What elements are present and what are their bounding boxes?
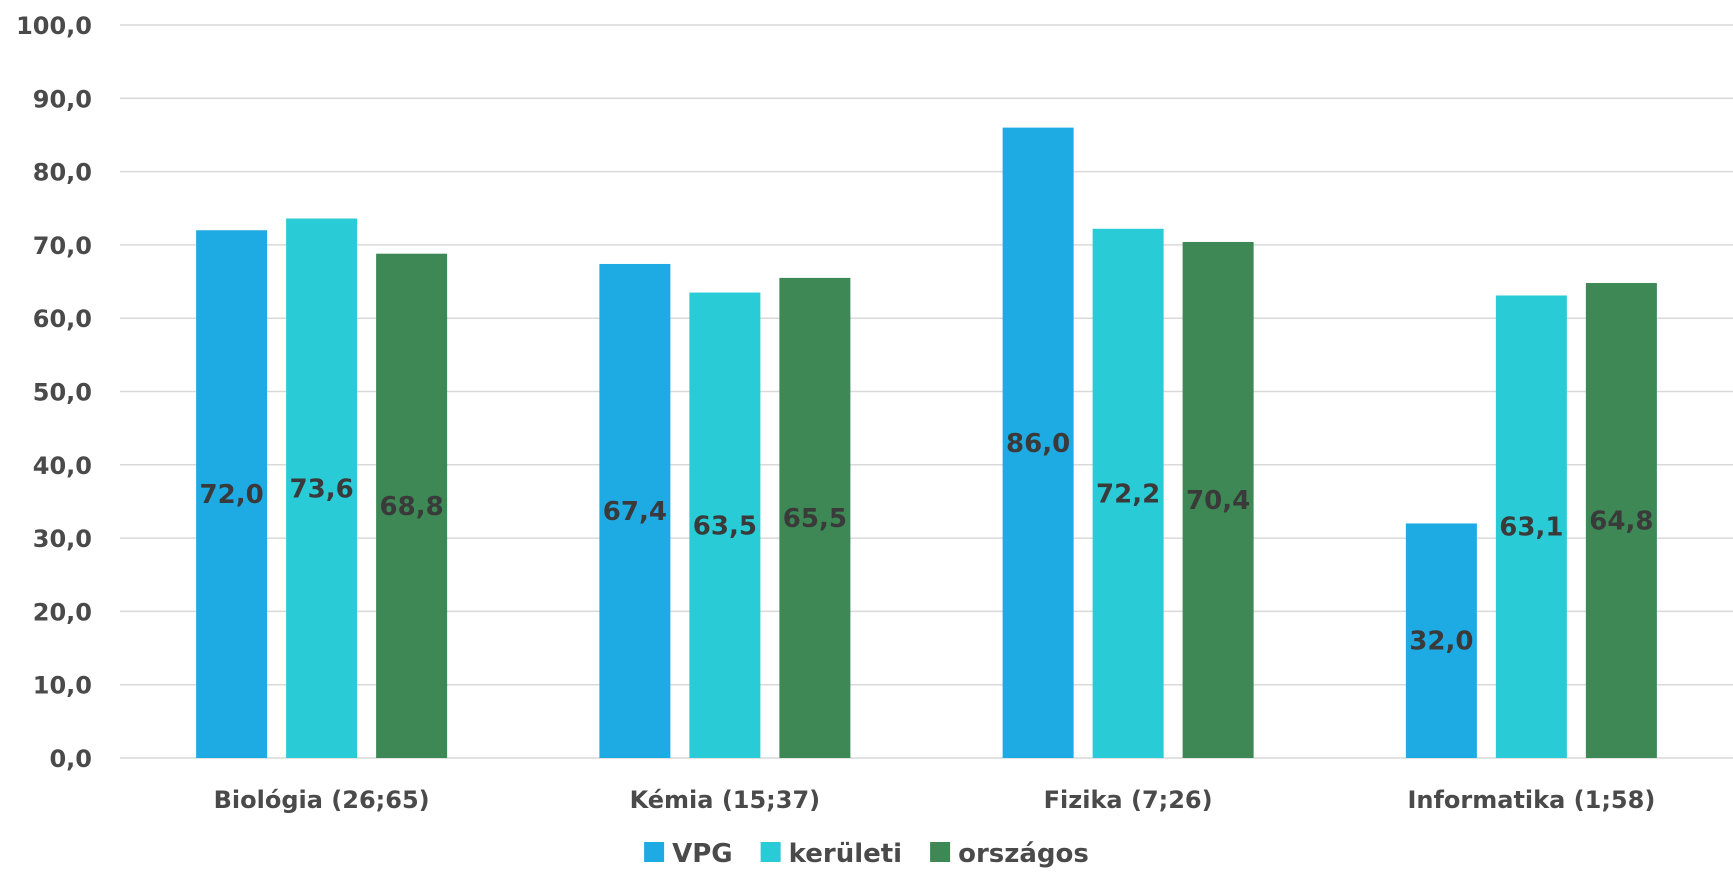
x-category-label: Fizika (7;26) [1044, 786, 1213, 814]
data-label: 32,0 [1409, 627, 1473, 657]
legend-label: VPG [672, 839, 733, 869]
x-category-label: Kémia (15;37) [630, 786, 821, 814]
data-label: 73,6 [290, 474, 354, 504]
y-tick-label: 30,0 [33, 525, 92, 553]
x-category-label: Biológia (26;65) [214, 786, 430, 814]
data-label: 70,4 [1186, 486, 1250, 516]
data-label: 68,8 [380, 492, 444, 522]
y-tick-label: 100,0 [16, 12, 92, 40]
y-tick-label: 40,0 [33, 452, 92, 480]
data-label: 64,8 [1589, 507, 1653, 537]
y-tick-label: 20,0 [33, 598, 92, 626]
y-tick-label: 90,0 [33, 85, 92, 113]
data-label: 67,4 [603, 497, 667, 527]
y-tick-label: 80,0 [33, 159, 92, 187]
y-tick-label: 50,0 [33, 379, 92, 407]
y-tick-label: 70,0 [33, 232, 92, 260]
data-label: 72,2 [1096, 479, 1160, 509]
legend-label: kerületi [789, 839, 902, 869]
y-tick-label: 0,0 [49, 745, 92, 773]
legend-swatch [644, 842, 664, 862]
data-label: 72,0 [200, 480, 264, 510]
y-axis-ticks: 0,0 10,0 20,0 30,0 40,0 50,0 60,0 70,0 80,0 90,0 1… [16, 12, 92, 773]
x-axis-categories: Biológia (26;65) Kémia (15;37) Fizika (7;2… [214, 786, 1656, 814]
legend-swatch [761, 842, 781, 862]
data-label: 63,5 [693, 511, 757, 541]
y-tick-label: 10,0 [33, 672, 92, 700]
x-category-label: Informatika (1;58) [1407, 786, 1655, 814]
y-tick-label: 60,0 [33, 305, 92, 333]
data-label: 86,0 [1006, 429, 1070, 459]
legend-label: országos [958, 839, 1089, 869]
gridlines [120, 25, 1733, 758]
data-label: 65,5 [783, 504, 847, 534]
bars [196, 128, 1657, 758]
data-label: 63,1 [1499, 513, 1563, 543]
legend: VPG kerületi országos [644, 839, 1089, 869]
legend-swatch [930, 842, 950, 862]
